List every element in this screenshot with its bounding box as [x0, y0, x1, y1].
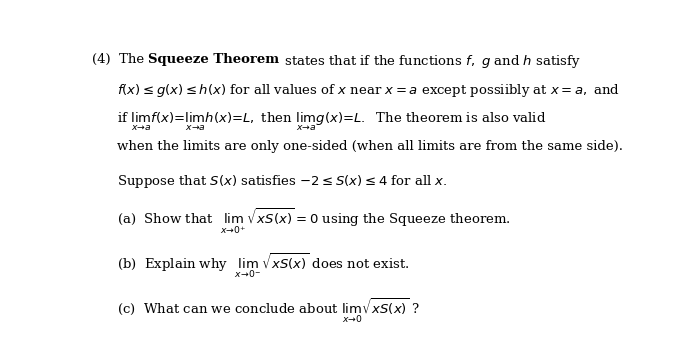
Text: if $\lim_{x\to a} f(x) = \lim_{x\to a} h(x) = L,$ then $\lim_{x\to a} g(x) = L.$: if $\lim_{x\to a} f(x) = \lim_{x\to a} h…	[117, 111, 546, 133]
Text: when the limits are only one-sided (when all limits are from the same side).: when the limits are only one-sided (when…	[117, 140, 623, 153]
Text: (b)  Explain why  $\lim_{x\to 0^{-}} \sqrt{xS(x)}$ does not exist.: (b) Explain why $\lim_{x\to 0^{-}} \sqrt…	[117, 251, 410, 280]
Text: (4)  The: (4) The	[92, 53, 149, 66]
Text: Suppose that $S(x)$ satisfies $-2 \leq S(x) \leq 4$ for all $x.$: Suppose that $S(x)$ satisfies $-2 \leq S…	[117, 173, 447, 190]
Text: Squeeze Theorem: Squeeze Theorem	[149, 53, 280, 66]
Text: $f(x) \leq g(x) \leq h(x)$ for all values of $x$ near $x = a$ except possiibly a: $f(x) \leq g(x) \leq h(x)$ for all value…	[117, 82, 620, 99]
Text: (c)  What can we conclude about $\lim_{x\to 0} \sqrt{xS(x)}$ ?: (c) What can we conclude about $\lim_{x\…	[117, 296, 421, 325]
Text: (a)  Show that  $\lim_{x\to 0^{+}} \sqrt{xS(x)} = 0$ using the Squeeze theorem.: (a) Show that $\lim_{x\to 0^{+}} \sqrt{x…	[117, 206, 511, 236]
Text: states that if the functions $f,$ $g$ and $h$ satisfy: states that if the functions $f,$ $g$ an…	[280, 53, 580, 70]
